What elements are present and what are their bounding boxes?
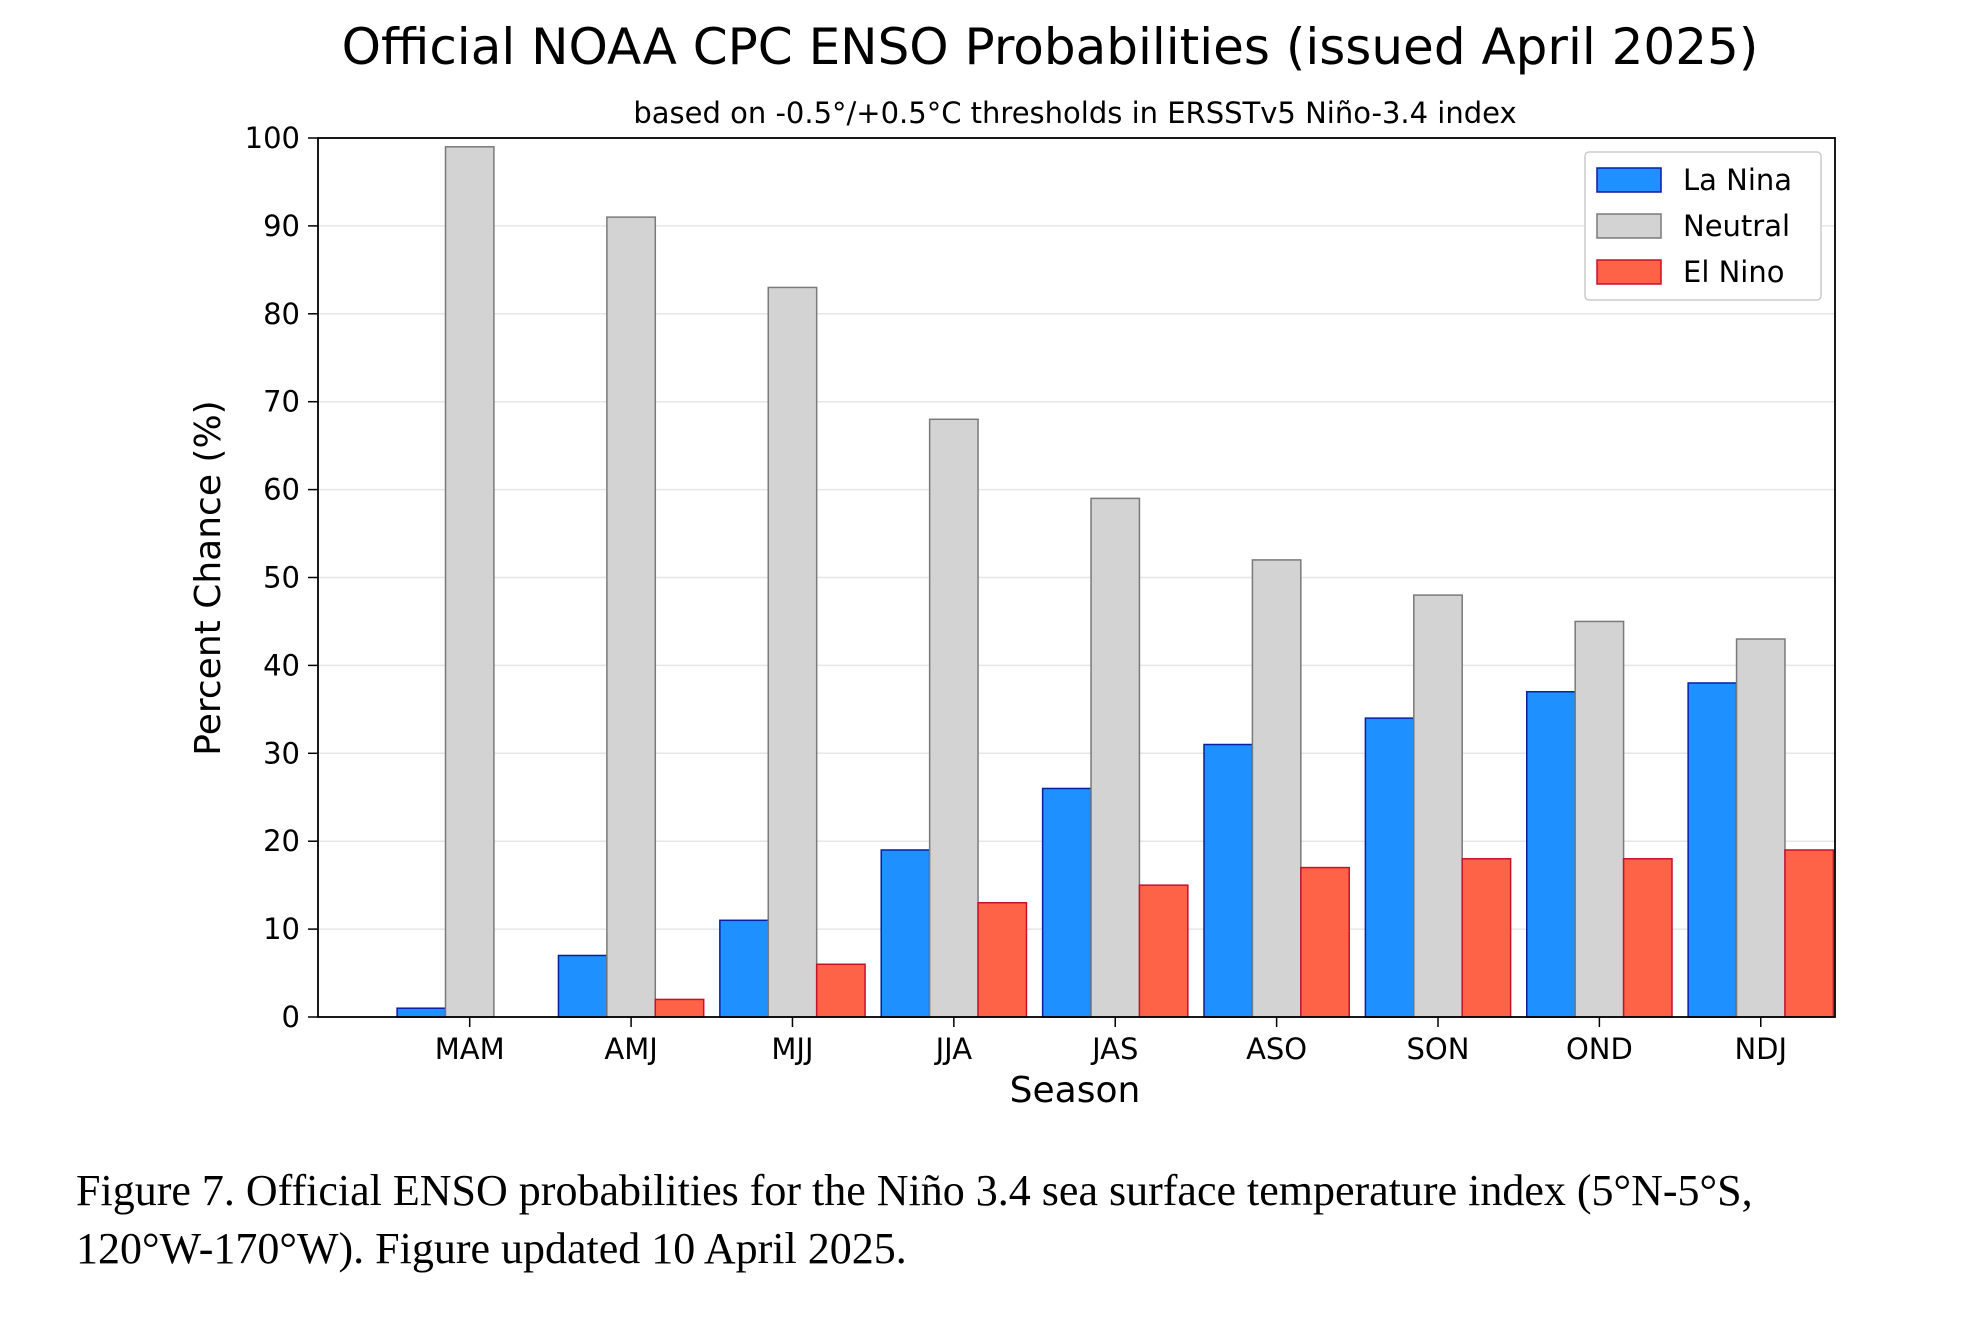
y-tick-label-100: 100: [245, 121, 300, 155]
y-tick-label-70: 70: [263, 385, 300, 419]
y-tick-label-10: 10: [263, 912, 300, 946]
bar-neutral-jas: [1090, 497, 1141, 1018]
y-tick-label-20: 20: [263, 824, 300, 858]
bar-neutral-ond: [1574, 620, 1625, 1018]
legend: La Nina Neutral El Nino: [1584, 151, 1822, 301]
bar-la-nina-mjj: [719, 919, 770, 1018]
y-tick-label-0: 0: [282, 1000, 300, 1034]
bar-la-nina-jas: [1041, 787, 1092, 1018]
x-tick-label-ond: OND: [1566, 1032, 1633, 1066]
legend-swatch-la-nina: [1596, 167, 1662, 193]
bar-el-nino-son: [1461, 858, 1512, 1018]
bar-la-nina-mam: [396, 1007, 447, 1018]
x-axis-label: Season: [1010, 1070, 1141, 1111]
y-tick-label-40: 40: [263, 648, 300, 682]
bar-neutral-mam: [444, 146, 495, 1018]
bar-neutral-amj: [606, 216, 657, 1018]
bar-el-nino-aso: [1300, 866, 1350, 1018]
bar-neutral-son: [1413, 594, 1463, 1018]
bar-el-nino-jja: [977, 901, 1028, 1018]
legend-label-la-nina: La Nina: [1683, 163, 1792, 197]
bar-neutral-mjj: [767, 286, 818, 1018]
bar-el-nino-ond: [1622, 858, 1673, 1018]
x-tick-label-mam: MAM: [435, 1032, 505, 1066]
caption-line-1: Figure 7. Official ENSO probabilities fo…: [76, 1166, 1753, 1215]
plot-frame: [317, 137, 1836, 1018]
y-tick-label-50: 50: [263, 561, 300, 595]
x-tick-label-son: SON: [1407, 1032, 1470, 1066]
legend-label-neutral: Neutral: [1683, 209, 1790, 243]
x-tick-label-ndj: NDJ: [1734, 1032, 1787, 1066]
y-tick-label-60: 60: [263, 473, 300, 507]
bar-la-nina-ond: [1526, 691, 1576, 1018]
legend-swatch-neutral: [1596, 213, 1662, 239]
bar-el-nino-jas: [1138, 884, 1189, 1018]
bar-la-nina-jja: [880, 849, 931, 1018]
bar-el-nino-mjj: [815, 963, 866, 1018]
bar-neutral-jja: [928, 418, 979, 1018]
legend-label-el-nino: El Nino: [1683, 255, 1784, 289]
y-axis-label: Percent Chance (%): [188, 400, 229, 755]
y-tick-label-80: 80: [263, 297, 300, 331]
x-tick-label-mjj: MJJ: [771, 1032, 813, 1066]
legend-swatch-el-nino: [1596, 259, 1662, 285]
y-tick-label-90: 90: [263, 209, 300, 243]
y-tick-label-30: 30: [263, 736, 300, 770]
caption-line-2: 120°W-170°W). Figure updated 10 April 20…: [76, 1224, 907, 1273]
x-tick-label-jja: JJA: [934, 1032, 973, 1066]
axes: 0 10 20 30 40 50 60 70 80 90 100 MAM AMJ MJJ JJA JAS ASO…: [245, 121, 1836, 1066]
bar-la-nina-amj: [557, 954, 608, 1018]
bar-la-nina-aso: [1203, 743, 1254, 1018]
bar-la-nina-ndj: [1687, 682, 1738, 1018]
bar-el-nino-amj: [654, 998, 705, 1018]
bar-neutral-aso: [1251, 559, 1302, 1018]
bars: [396, 146, 1835, 1018]
x-tick-label-jas: JAS: [1090, 1032, 1138, 1066]
bar-la-nina-son: [1364, 717, 1415, 1018]
chart-title: Official NOAA CPC ENSO Probabilities (is…: [342, 18, 1759, 76]
chart-subtitle: based on -0.5°/+0.5°C thresholds in ERSS…: [633, 96, 1516, 130]
bar-neutral-ndj: [1735, 638, 1786, 1018]
figure-caption: Figure 7. Official ENSO probabilities fo…: [76, 1162, 1976, 1278]
x-tick-label-aso: ASO: [1246, 1032, 1307, 1066]
x-tick-label-amj: AMJ: [604, 1032, 657, 1066]
bar-el-nino-ndj: [1784, 849, 1835, 1018]
